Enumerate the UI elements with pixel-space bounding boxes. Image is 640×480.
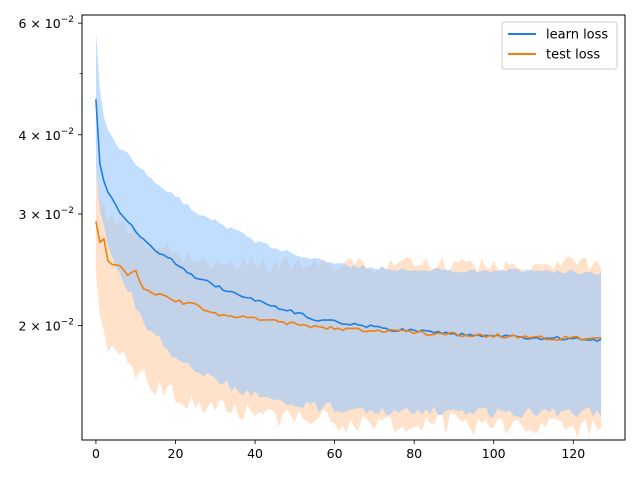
series-lines bbox=[95, 99, 602, 342]
x-tick-label: 20 bbox=[168, 446, 184, 461]
x-tick-label: 120 bbox=[561, 446, 585, 461]
legend-label-test-loss: test loss bbox=[546, 48, 600, 63]
x-tick-label: 80 bbox=[406, 446, 422, 461]
x-axis: 0 20 40 60 80 100 120 bbox=[92, 440, 585, 461]
x-tick-label: 60 bbox=[327, 446, 343, 461]
plot-frame bbox=[81, 14, 626, 441]
legend: learn loss test loss bbox=[501, 21, 618, 70]
x-tick-label: 100 bbox=[482, 446, 506, 461]
y-tick-label: 4 × 10−2 bbox=[18, 127, 74, 143]
line-learn-loss bbox=[95, 99, 602, 342]
y-tick-label: 2 × 10−2 bbox=[18, 318, 74, 334]
legend-label-learn-loss: learn loss bbox=[546, 28, 608, 43]
confidence-bands bbox=[95, 31, 602, 438]
line-test-loss bbox=[95, 221, 602, 341]
band-learn-loss bbox=[95, 31, 602, 418]
y-axis: 2 × 10−2 3 × 10−2 4 × 10−2 6 × 10−2 bbox=[18, 15, 82, 334]
y-tick-label: 3 × 10−2 bbox=[18, 206, 74, 222]
y-tick-label: 6 × 10−2 bbox=[18, 15, 74, 31]
x-tick-label: 40 bbox=[247, 446, 263, 461]
x-tick-label: 0 bbox=[92, 446, 100, 461]
